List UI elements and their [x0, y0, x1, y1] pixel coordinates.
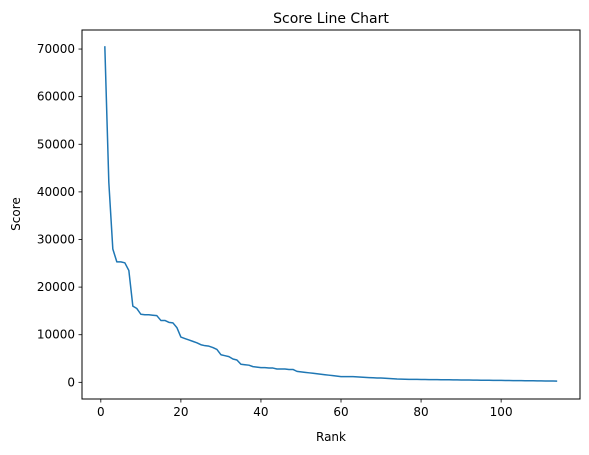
y-axis-label: Score	[9, 197, 23, 231]
x-axis-label: Rank	[316, 430, 346, 444]
y-tick-label: 60000	[37, 90, 75, 104]
y-axis-ticks: 0 10000 20000 30000 40000 50000 60000 70000	[37, 42, 82, 389]
y-tick-label: 20000	[37, 280, 75, 294]
y-tick-label: 0	[67, 375, 75, 389]
x-tick-label: 20	[173, 405, 188, 419]
score-series-line	[104, 46, 558, 382]
x-tick-label: 100	[490, 405, 513, 419]
x-tick-label: 0	[97, 405, 105, 419]
x-axis-ticks: 0 20 40 60 80 100	[97, 399, 513, 419]
y-tick-label: 10000	[37, 328, 75, 342]
plot-area-frame	[81, 29, 581, 400]
chart-title: Score Line Chart	[273, 11, 389, 27]
x-tick-label: 60	[333, 405, 348, 419]
y-tick-label: 70000	[37, 42, 75, 56]
y-tick-label: 50000	[37, 137, 75, 151]
y-tick-label: 30000	[37, 232, 75, 246]
y-tick-label: 40000	[37, 185, 75, 199]
x-tick-label: 80	[413, 405, 428, 419]
x-tick-label: 40	[253, 405, 268, 419]
